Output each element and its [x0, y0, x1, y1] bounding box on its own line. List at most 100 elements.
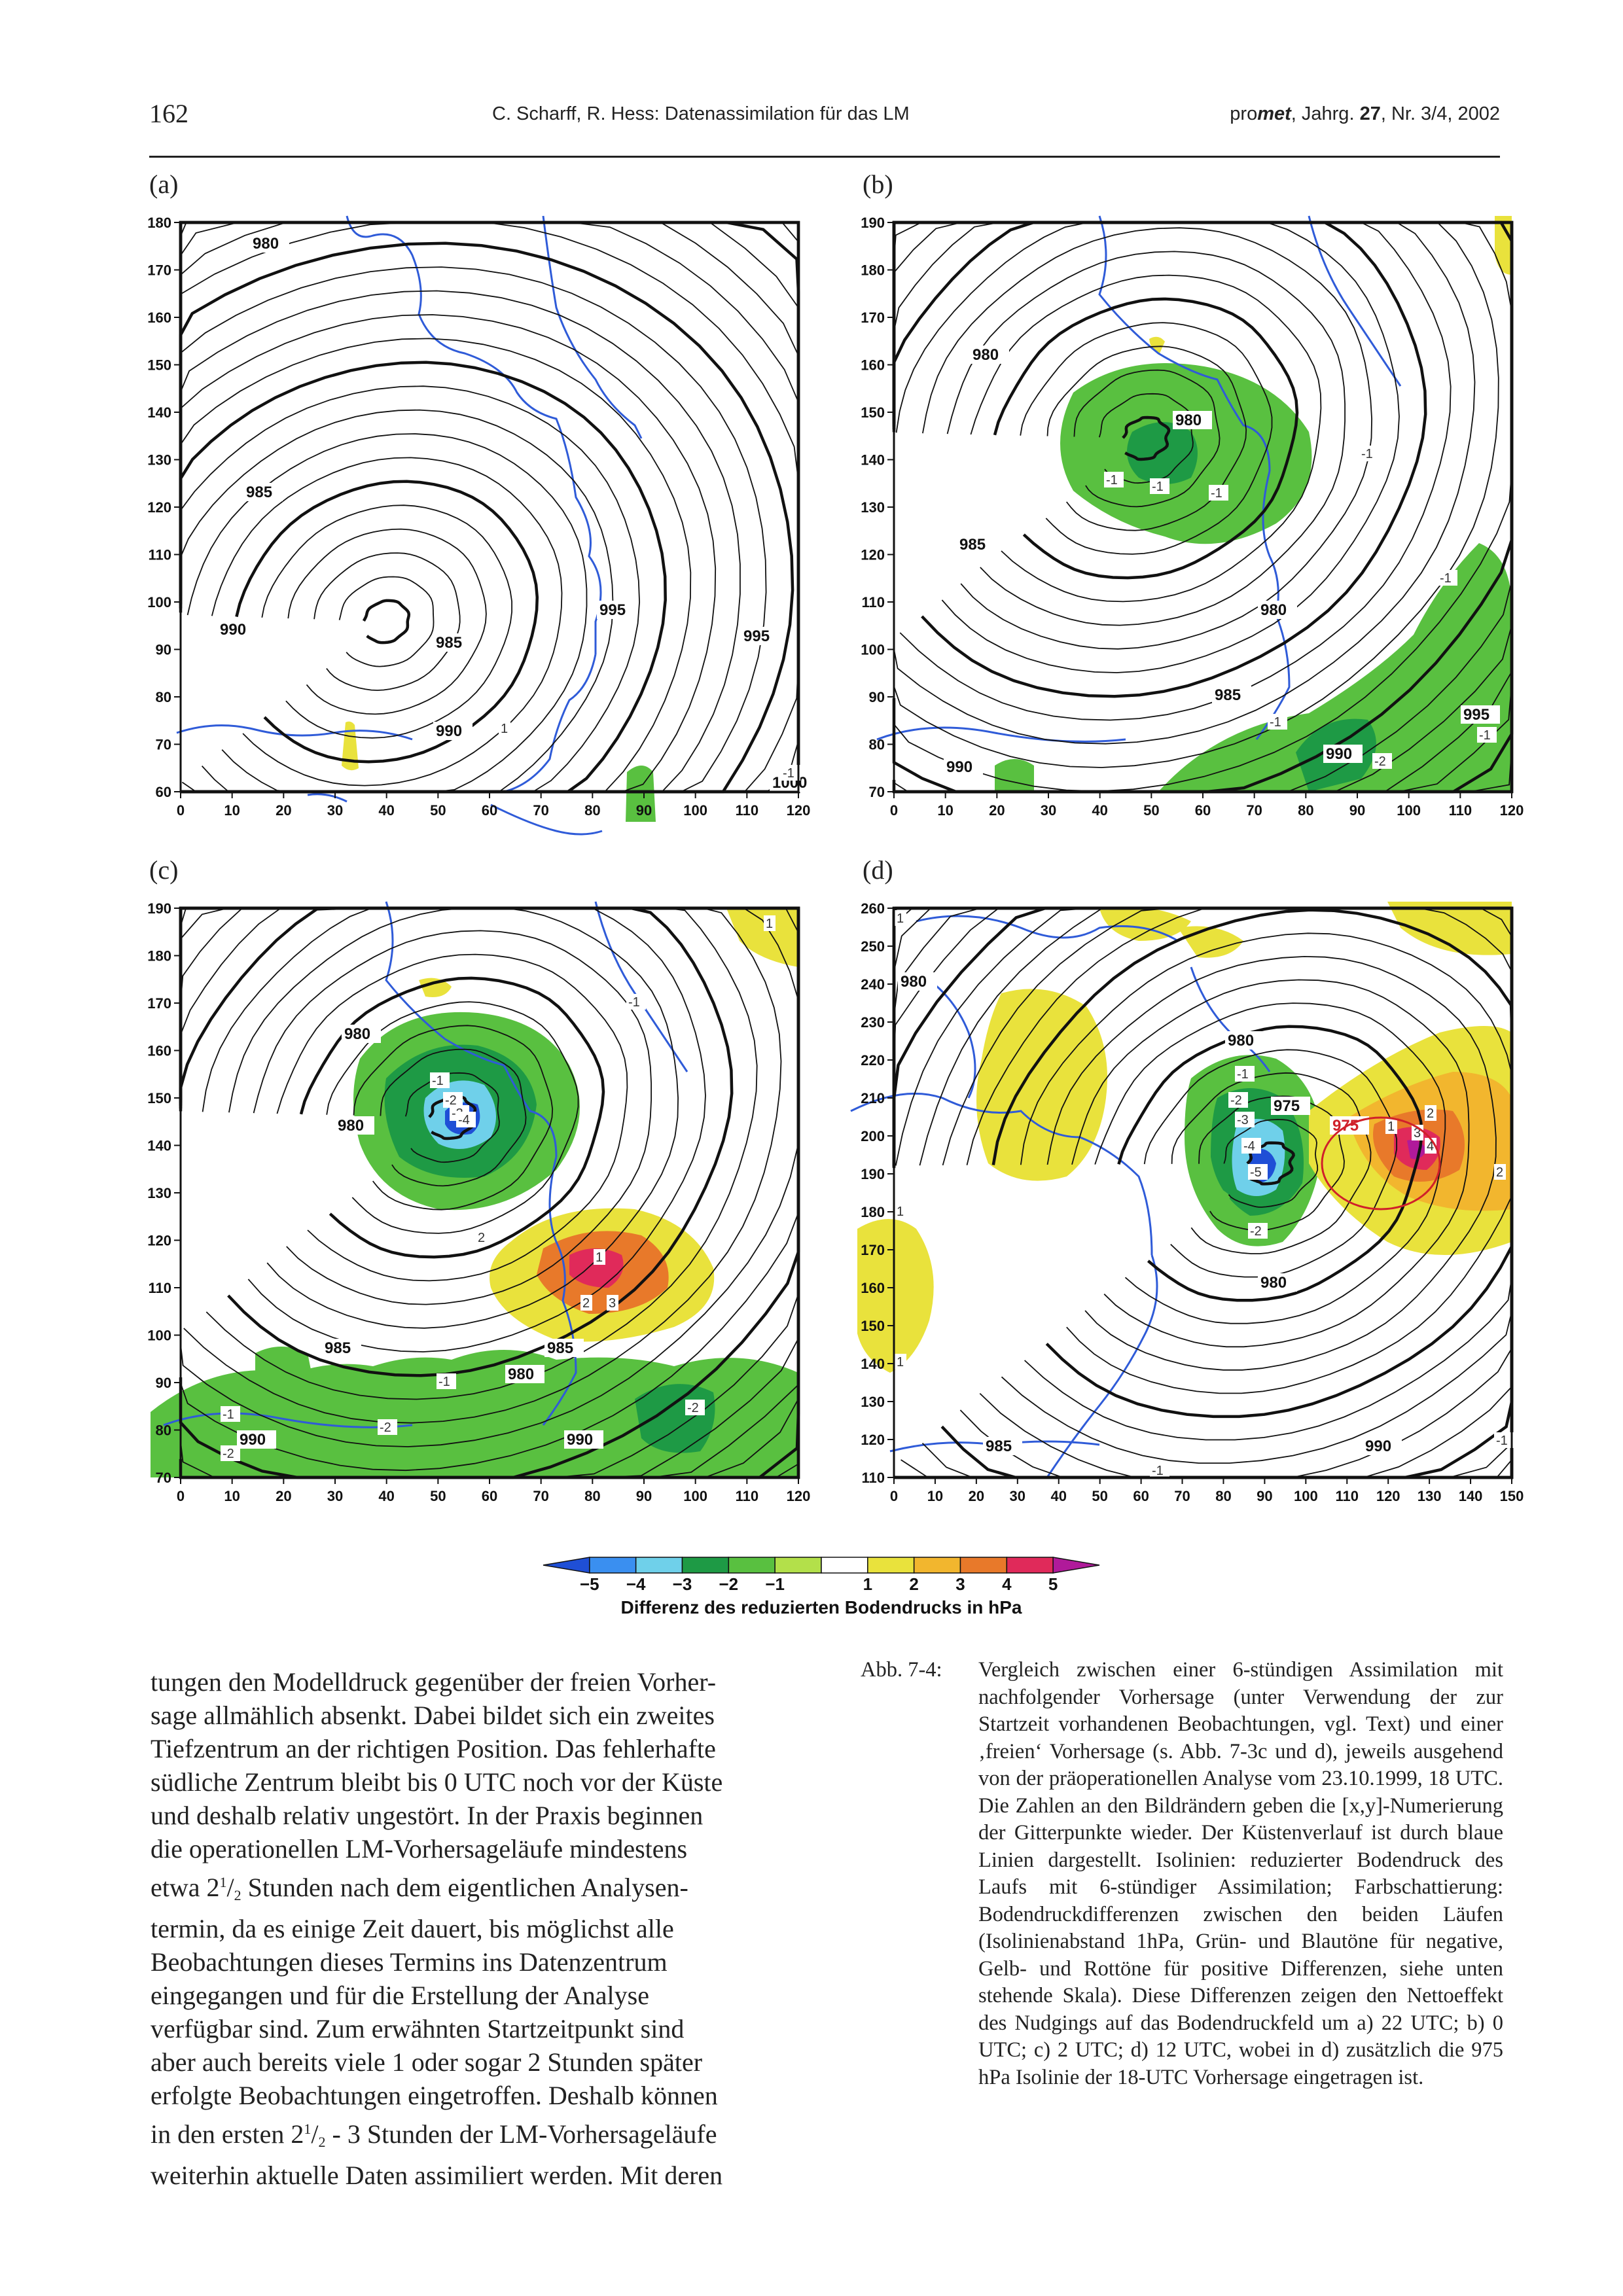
isobar-c-4 [326, 1001, 579, 1234]
isobar-a-3 [287, 528, 487, 715]
shade-label-b-2: -1 [1361, 447, 1373, 461]
y-tick-label-c-8: 150 [147, 1090, 171, 1106]
coastline-d-3 [1046, 1254, 1158, 1478]
y-tick-label-b-9: 160 [861, 357, 885, 374]
isobar-a-4 [261, 504, 512, 739]
shade-c-11 [419, 978, 452, 997]
y-tick-label-c-7: 140 [147, 1138, 171, 1154]
y-tick-label-b-8: 150 [861, 404, 885, 421]
x-tick-label-a-12: 120 [787, 802, 811, 819]
header-rule [149, 156, 1500, 158]
y-tick-label-d-13: 240 [861, 976, 885, 993]
shade-label-bg-d-12 [895, 1354, 906, 1369]
x-tick-label-b-10: 100 [1397, 802, 1421, 819]
y-tick-label-a-0: 60 [156, 784, 171, 800]
x-tick-label-d-3: 30 [1010, 1488, 1026, 1504]
colorbar-tick-8: 4 [1002, 1574, 1012, 1594]
shade-label-bg-c-5 [607, 1295, 618, 1311]
x-tick-label-d-10: 100 [1294, 1488, 1318, 1504]
shade-label-bg-c-7 [476, 1229, 488, 1245]
isoline-label-bg-b-4 [1212, 686, 1251, 704]
isoline-label-b-5: 990 [946, 758, 972, 776]
coastline-c-4 [594, 901, 688, 1072]
coastline-a-4 [176, 724, 413, 741]
shade-label-d-2: -3 [1237, 1113, 1249, 1127]
shade-label-c-5: 3 [609, 1296, 616, 1311]
isobar-b-2 [1073, 369, 1221, 508]
shade-label-bg-c-6 [580, 1295, 592, 1311]
isoline-label-c-4: 985 [547, 1339, 573, 1357]
x-tick-label-a-11: 110 [736, 802, 759, 819]
isoline-label-d-5: 990 [1365, 1438, 1391, 1455]
body-line-11: verfügbar sind. Zum erwähnten Startzeitp… [151, 2014, 685, 2043]
x-tick-label-b-2: 20 [989, 802, 1005, 819]
isobar-a-9 [180, 385, 641, 792]
isoline-label-bg-d-5 [1363, 1437, 1402, 1455]
panel-label-a: (a) [149, 169, 179, 199]
x-tick-label-a-0: 0 [177, 802, 185, 819]
y-tick-label-a-8: 140 [147, 404, 171, 421]
body-text: tungen den Modelldruck gegenüber der fre… [151, 1665, 785, 2192]
x-tick-label-b-4: 40 [1092, 802, 1107, 819]
x-tick-label-b-3: 30 [1041, 802, 1056, 819]
x-tick-label-a-5: 50 [430, 802, 446, 819]
coastline-d-6 [1190, 966, 1271, 1072]
shade-label-bg-c-10 [378, 1419, 397, 1435]
colorbar-swatch-4 [728, 1557, 776, 1574]
shade-label-d-7: 2 [1427, 1106, 1434, 1121]
x-tick-label-d-5: 50 [1092, 1488, 1107, 1504]
shade-label-d-9: 4 [1427, 1139, 1434, 1154]
y-tick-label-c-10: 170 [147, 995, 171, 1012]
x-tick-label-a-3: 30 [327, 802, 343, 819]
coastline-c-3 [163, 1412, 413, 1428]
x-tick-label-a-9: 90 [636, 802, 652, 819]
body-line-7a: etwa 2 [151, 1873, 220, 1902]
y-tick-label-b-4: 110 [862, 594, 885, 610]
y-tick-label-a-3: 90 [156, 642, 171, 658]
map-b-svg: 980 980 980 985 985 990 990 995 -1 -1 -1 -1 -1 -2 -1 -1… [861, 215, 1524, 819]
isoline-label-a-2: 990 [220, 621, 246, 639]
caption-text: Vergleich zwischen einer 6-stündigen Ass… [978, 1658, 1503, 2089]
isoline-label-d-2: 975 [1274, 1097, 1300, 1115]
shade-d-2 [857, 1219, 934, 1373]
x-tick-label-a-2: 20 [276, 802, 291, 819]
x-tick-label-d-11: 110 [1336, 1488, 1359, 1504]
x-tick-label-c-6: 60 [482, 1488, 497, 1504]
isobar-c-7 [253, 930, 652, 1305]
y-tick-label-b-0: 70 [869, 784, 885, 800]
x-tick-label-c-10: 100 [683, 1488, 707, 1504]
y-tick-label-b-10: 170 [861, 309, 885, 326]
isoline-label-c-6: 990 [567, 1431, 593, 1449]
isoline-label-d-0: 980 [901, 973, 927, 991]
shade-label-bg-b-5 [1372, 753, 1392, 769]
isoline-label-d-3: 980 [1260, 1274, 1287, 1292]
isobar-c-6 [276, 953, 628, 1282]
body-line-13: erfolgte Beobachtungen eingetroffen. Des… [151, 2081, 718, 2110]
isobar-d-8 [1046, 955, 1497, 1371]
shade-label-d-15: -1 [1496, 1434, 1508, 1448]
isoline-label-c-2: 980 [508, 1366, 534, 1383]
isobar-b-5 [993, 297, 1299, 580]
isoline-label-a-3: 985 [436, 634, 462, 652]
y-tick-label-b-11: 180 [861, 262, 885, 279]
x-tick-label-b-7: 70 [1246, 802, 1262, 819]
shade-label-bg-d-7 [1425, 1105, 1436, 1121]
y-tick-label-d-11: 220 [861, 1052, 885, 1069]
colorbar-tick-7: 3 [955, 1574, 965, 1594]
isoline-label-b-7: 995 [1463, 706, 1489, 724]
x-tick-label-d-1: 10 [927, 1488, 943, 1504]
isobar-a-12 [180, 314, 717, 792]
y-tick-label-a-2: 80 [156, 689, 171, 705]
page-number: 162 [149, 99, 188, 128]
shade-d-14 [1387, 902, 1512, 955]
body-line-8: termin, da es einige Zeit dauert, bis mö… [151, 1914, 674, 1943]
y-tick-label-b-3: 100 [861, 642, 885, 658]
x-tick-label-d-7: 70 [1174, 1488, 1190, 1504]
colorbar-tick-6: 2 [909, 1574, 918, 1594]
x-tick-label-c-12: 120 [787, 1488, 811, 1504]
x-tick-label-c-3: 30 [327, 1488, 343, 1504]
shade-label-b-6: -1 [1479, 728, 1491, 743]
shade-label-c-0: -1 [432, 1074, 444, 1088]
shade-label-a-1: -1 [783, 766, 794, 781]
body-line-4: südliche Zentrum bleibt bis 0 UTC noch v… [151, 1767, 723, 1797]
